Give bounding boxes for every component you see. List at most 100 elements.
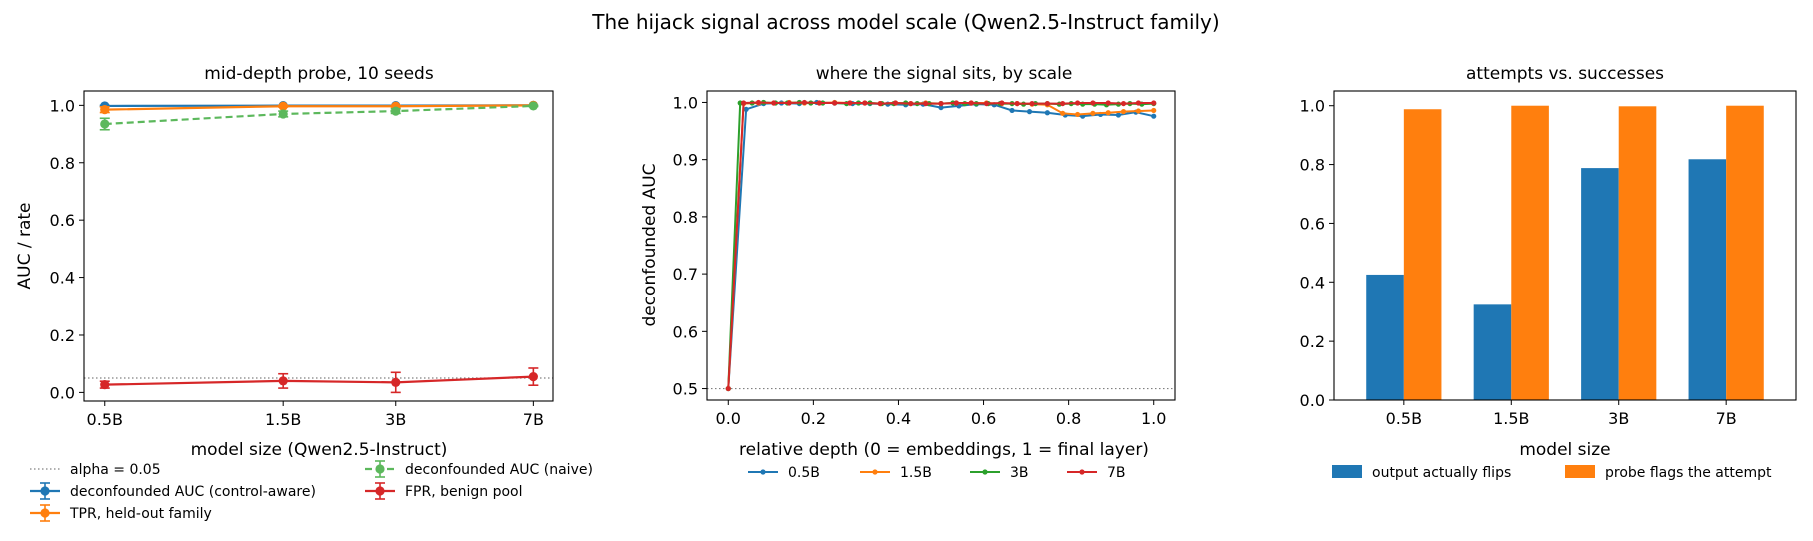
data-point <box>1105 110 1111 116</box>
plot-area: 0.5B 1.5B 3B 7B 0.0 0.2 0.4 0.6 0.8 1.0 <box>50 90 554 429</box>
legend-swatch <box>1332 465 1362 478</box>
legend-label: deconfounded AUC (control-aware) <box>70 484 316 500</box>
bar <box>1473 304 1512 400</box>
x-tick-label: 0.8 <box>1056 409 1081 428</box>
series-line <box>104 375 534 386</box>
data-point <box>391 106 401 116</box>
series-3 <box>99 367 539 394</box>
bar <box>1581 168 1619 400</box>
x-tick-label: 0.2 <box>801 409 826 428</box>
data-point <box>755 99 762 106</box>
data-point <box>832 100 838 106</box>
data-point <box>1151 113 1157 119</box>
legend-label: FPR, benign pool <box>405 484 523 500</box>
legend-marker <box>375 464 385 474</box>
legend-item: probe flags the attempt <box>1565 465 1772 481</box>
data-point <box>1090 100 1096 106</box>
data-point <box>743 106 749 112</box>
legend-label: 7B <box>1107 465 1126 481</box>
legend-item: FPR, benign pool <box>365 482 523 500</box>
data-point <box>847 100 853 106</box>
y-tick-label: 0.8 <box>1300 156 1325 175</box>
data-point <box>771 100 777 106</box>
x-tick-label: 1.0 <box>1141 409 1166 428</box>
series-line <box>104 104 534 111</box>
data-point <box>1120 100 1127 107</box>
data-point <box>1060 100 1066 107</box>
legend-label: output actually flips <box>1372 465 1511 481</box>
x-tick-label: 0.5B <box>1386 409 1422 428</box>
series-line <box>727 101 1154 389</box>
data-point <box>786 100 792 106</box>
data-point <box>278 101 288 111</box>
axes-frame <box>1333 90 1797 401</box>
y-tick-label: 0.2 <box>1300 332 1325 351</box>
panel-title: where the signal sits, by scale <box>816 64 1073 84</box>
data-point <box>278 376 288 386</box>
legend-swatch <box>1565 465 1595 478</box>
series-1 <box>725 99 1157 392</box>
legend-marker <box>375 486 385 496</box>
legend-label: 1.5B <box>900 465 932 481</box>
x-axis-label: model size <box>1519 440 1610 460</box>
bar <box>1618 106 1657 400</box>
data-point <box>999 100 1005 106</box>
y-tick-label: 0.6 <box>1300 214 1325 233</box>
axes-frame <box>83 90 554 402</box>
legend-item: 1.5B <box>860 465 932 481</box>
data-point <box>1044 110 1050 116</box>
panel-auc-by-depth: where the signal sits, by scale relative… <box>640 64 1176 481</box>
data-point <box>1074 111 1081 118</box>
series-2 <box>725 99 1157 392</box>
data-point <box>938 100 944 107</box>
legend-label: probe flags the attempt <box>1605 465 1772 481</box>
data-point <box>1009 107 1015 114</box>
data-point <box>1120 109 1127 115</box>
x-tick-label: 3B <box>385 410 406 429</box>
legend-label: deconfounded AUC (naive) <box>405 462 593 478</box>
data-point <box>1115 112 1122 118</box>
panel-title: attempts vs. successes <box>1466 64 1664 84</box>
legend-item: deconfounded AUC (control-aware) <box>30 482 316 500</box>
x-tick-label: 1.5B <box>1493 409 1529 428</box>
legend-item: 0.5B <box>748 465 820 481</box>
legend: alpha = 0.05 deconfounded AUC (control-aw… <box>30 460 593 522</box>
data-point <box>953 100 959 106</box>
x-tick-label: 0.4 <box>886 409 911 428</box>
series-line <box>104 104 534 126</box>
data-point <box>740 100 747 106</box>
x-tick-label: 0.6 <box>971 409 996 428</box>
legend-marker <box>1079 469 1085 475</box>
data-point <box>923 100 929 107</box>
panel-title: mid-depth probe, 10 seeds <box>204 64 434 84</box>
data-point <box>1135 108 1142 114</box>
x-axis-label: model size (Qwen2.5-Instruct) <box>191 440 448 460</box>
x-tick-label: 0.0 <box>716 409 741 428</box>
legend-label: TPR, held-out family <box>69 506 212 522</box>
y-tick-label: 0.4 <box>50 269 75 288</box>
y-tick-label: 0.0 <box>50 383 75 402</box>
x-tick-label: 7B <box>1716 409 1737 428</box>
panel-attempts-vs-successes: attempts vs. successes model size 0.5B 1.… <box>1300 64 1797 481</box>
series-line <box>727 101 1154 389</box>
plot-area: 0.5B 1.5B 3B 7B 0.0 0.2 0.4 0.6 0.8 1.0 <box>1300 90 1797 428</box>
legend: 0.5B 1.5B 3B 7B <box>748 465 1126 481</box>
axes-frame <box>706 90 1176 401</box>
y-tick-label: 0.6 <box>673 322 698 341</box>
data-point <box>1105 100 1111 106</box>
data-point <box>983 100 990 107</box>
data-point <box>1029 100 1035 107</box>
x-axis-label: relative depth (0 = embeddings, 1 = fina… <box>739 440 1149 460</box>
panel-probe-auc-by-size: mid-depth probe, 10 seeds model size (Qw… <box>15 64 593 522</box>
data-point <box>528 372 538 382</box>
x-tick-label: 3B <box>1608 409 1629 428</box>
y-tick-label: 0.8 <box>50 154 75 173</box>
bar-series-0 <box>1366 159 1727 400</box>
data-point <box>278 109 288 119</box>
bar <box>1511 105 1549 400</box>
legend-label: alpha = 0.05 <box>70 462 161 478</box>
legend-marker <box>872 469 878 475</box>
data-point <box>1090 110 1096 116</box>
legend-label: 0.5B <box>788 465 820 481</box>
